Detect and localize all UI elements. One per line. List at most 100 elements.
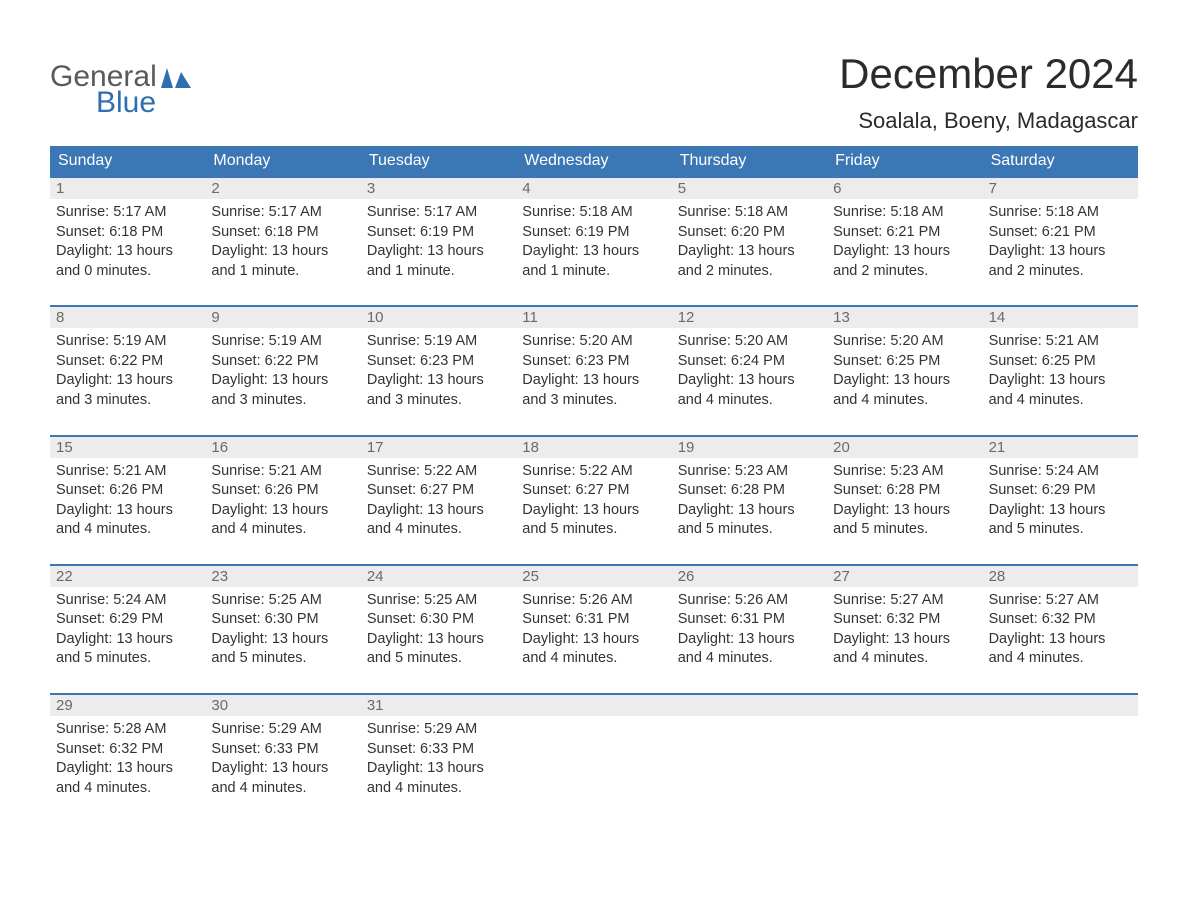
- day-cell: 24Sunrise: 5:25 AMSunset: 6:30 PMDayligh…: [361, 566, 516, 675]
- sail-icon: [161, 66, 191, 93]
- day-number: 6: [827, 178, 982, 199]
- day-number: 15: [50, 437, 205, 458]
- day-number: 31: [361, 695, 516, 716]
- dow-saturday: Saturday: [983, 146, 1138, 176]
- day-sunset: Sunset: 6:23 PM: [367, 352, 510, 372]
- day-d2: and 3 minutes.: [522, 391, 665, 411]
- day-number: 14: [983, 307, 1138, 328]
- day-cell: 4Sunrise: 5:18 AMSunset: 6:19 PMDaylight…: [516, 178, 671, 287]
- day-d2: and 5 minutes.: [367, 649, 510, 669]
- day-d1: Daylight: 13 hours: [522, 371, 665, 391]
- week-row: 8 Sunrise: 5:19 AM Sunset: 6:22 PM Daylight…: [50, 305, 1138, 416]
- day-body: Sunrise: 5:25 AMSunset: 6:30 PMDaylight:…: [361, 587, 516, 675]
- day-d2: and 2 minutes.: [989, 262, 1132, 282]
- day-sunset: Sunset: 6:32 PM: [989, 610, 1132, 630]
- day-body: Sunrise: 5:23 AMSunset: 6:28 PMDaylight:…: [827, 458, 982, 546]
- day-number: 30: [205, 695, 360, 716]
- day-d1: Daylight: 13 hours: [678, 371, 821, 391]
- day-cell: 26Sunrise: 5:26 AMSunset: 6:31 PMDayligh…: [672, 566, 827, 675]
- day-sunrise: Sunrise: 5:18 AM: [522, 203, 665, 223]
- day-sunset: Sunset: 6:25 PM: [989, 352, 1132, 372]
- day-sunset: Sunset: 6:27 PM: [522, 481, 665, 501]
- day-d2: and 5 minutes.: [989, 520, 1132, 540]
- day-d1: Daylight: 13 hours: [56, 242, 199, 262]
- day-sunset: Sunset: 6:32 PM: [833, 610, 976, 630]
- day-sunrise: Sunrise: 5:29 AM: [211, 720, 354, 740]
- day-body: Sunrise: 5:20 AMSunset: 6:23 PMDaylight:…: [516, 328, 671, 416]
- dow-tuesday: Tuesday: [361, 146, 516, 176]
- day-sunset: Sunset: 6:19 PM: [367, 223, 510, 243]
- day-sunset: Sunset: 6:22 PM: [211, 352, 354, 372]
- day-cell: [827, 695, 982, 804]
- day-cell: 8Sunrise: 5:19 AMSunset: 6:22 PMDaylight…: [50, 307, 205, 416]
- day-cell: 17Sunrise: 5:22 AMSunset: 6:27 PMDayligh…: [361, 437, 516, 546]
- day-body: Sunrise: 5:19 AMSunset: 6:23 PMDaylight:…: [361, 328, 516, 416]
- day-sunrise: Sunrise: 5:20 AM: [833, 332, 976, 352]
- day-sunrise: Sunrise: 5:22 AM: [367, 462, 510, 482]
- day-number: 13: [827, 307, 982, 328]
- day-body: Sunrise: 5:21 AMSunset: 6:25 PMDaylight:…: [983, 328, 1138, 416]
- day-number: 8: [50, 307, 205, 328]
- day-sunset: Sunset: 6:26 PM: [56, 481, 199, 501]
- day-sunset: Sunset: 6:24 PM: [678, 352, 821, 372]
- day-sunrise: Sunrise: 5:27 AM: [833, 591, 976, 611]
- day-cell: 20Sunrise: 5:23 AMSunset: 6:28 PMDayligh…: [827, 437, 982, 546]
- day-number: 11: [516, 307, 671, 328]
- day-cell: 25Sunrise: 5:26 AMSunset: 6:31 PMDayligh…: [516, 566, 671, 675]
- day-cell: 13Sunrise: 5:20 AMSunset: 6:25 PMDayligh…: [827, 307, 982, 416]
- day-body: Sunrise: 5:18 AMSunset: 6:19 PMDaylight:…: [516, 199, 671, 287]
- day-number: 21: [983, 437, 1138, 458]
- day-sunrise: Sunrise: 5:21 AM: [56, 462, 199, 482]
- header: General Blue December 2024 Soalala, Boen…: [50, 50, 1138, 134]
- day-d1: Daylight: 13 hours: [367, 501, 510, 521]
- week-row: 22Sunrise: 5:24 AMSunset: 6:29 PMDayligh…: [50, 564, 1138, 675]
- day-d2: and 4 minutes.: [833, 391, 976, 411]
- day-d1: Daylight: 13 hours: [678, 501, 821, 521]
- day-d1: Daylight: 13 hours: [522, 242, 665, 262]
- day-d2: and 5 minutes.: [678, 520, 821, 540]
- day-body: Sunrise: 5:24 AMSunset: 6:29 PMDaylight:…: [983, 458, 1138, 546]
- day-sunrise: Sunrise: 5:23 AM: [678, 462, 821, 482]
- day-cell: 7Sunrise: 5:18 AMSunset: 6:21 PMDaylight…: [983, 178, 1138, 287]
- day-sunrise: Sunrise: 5:18 AM: [989, 203, 1132, 223]
- day-cell: 5Sunrise: 5:18 AMSunset: 6:20 PMDaylight…: [672, 178, 827, 287]
- day-sunset: Sunset: 6:27 PM: [367, 481, 510, 501]
- day-number: 23: [205, 566, 360, 587]
- day-d2: and 5 minutes.: [522, 520, 665, 540]
- day-d1: Daylight: 13 hours: [367, 759, 510, 779]
- day-d1: Daylight: 13 hours: [367, 371, 510, 391]
- day-sunrise: Sunrise: 5:18 AM: [833, 203, 976, 223]
- day-body: Sunrise: 5:17 AMSunset: 6:18 PMDaylight:…: [205, 199, 360, 287]
- day-cell: 22Sunrise: 5:24 AMSunset: 6:29 PMDayligh…: [50, 566, 205, 675]
- day-d2: and 4 minutes.: [678, 391, 821, 411]
- day-sunrise: Sunrise: 5:19 AM: [367, 332, 510, 352]
- day-sunset: Sunset: 6:30 PM: [211, 610, 354, 630]
- day-sunset: Sunset: 6:25 PM: [833, 352, 976, 372]
- day-d1: Daylight: 13 hours: [678, 242, 821, 262]
- day-d2: and 3 minutes.: [56, 391, 199, 411]
- day-number: 27: [827, 566, 982, 587]
- day-d1: Daylight: 13 hours: [833, 630, 976, 650]
- day-sunrise: Sunrise: 5:18 AM: [678, 203, 821, 223]
- day-sunset: Sunset: 6:20 PM: [678, 223, 821, 243]
- day-number: 18: [516, 437, 671, 458]
- day-cell: 1Sunrise: 5:17 AMSunset: 6:18 PMDaylight…: [50, 178, 205, 287]
- day-sunset: Sunset: 6:31 PM: [522, 610, 665, 630]
- day-d2: and 4 minutes.: [522, 649, 665, 669]
- day-d2: and 4 minutes.: [211, 520, 354, 540]
- day-number: 16: [205, 437, 360, 458]
- day-number: 22: [50, 566, 205, 587]
- day-d2: and 4 minutes.: [367, 779, 510, 799]
- day-number: 25: [516, 566, 671, 587]
- day-d2: and 2 minutes.: [833, 262, 976, 282]
- logo-text-blue: Blue: [96, 86, 156, 120]
- day-sunrise: Sunrise: 5:17 AM: [56, 203, 199, 223]
- day-d1: Daylight: 13 hours: [833, 242, 976, 262]
- day-number: 29: [50, 695, 205, 716]
- week-row: 1Sunrise: 5:17 AMSunset: 6:18 PMDaylight…: [50, 176, 1138, 287]
- title-block: December 2024 Soalala, Boeny, Madagascar: [839, 50, 1138, 134]
- day-cell: 18Sunrise: 5:22 AMSunset: 6:27 PMDayligh…: [516, 437, 671, 546]
- day-cell: 21Sunrise: 5:24 AMSunset: 6:29 PMDayligh…: [983, 437, 1138, 546]
- day-sunrise: Sunrise: 5:24 AM: [989, 462, 1132, 482]
- day-sunrise: Sunrise: 5:19 AM: [56, 332, 199, 352]
